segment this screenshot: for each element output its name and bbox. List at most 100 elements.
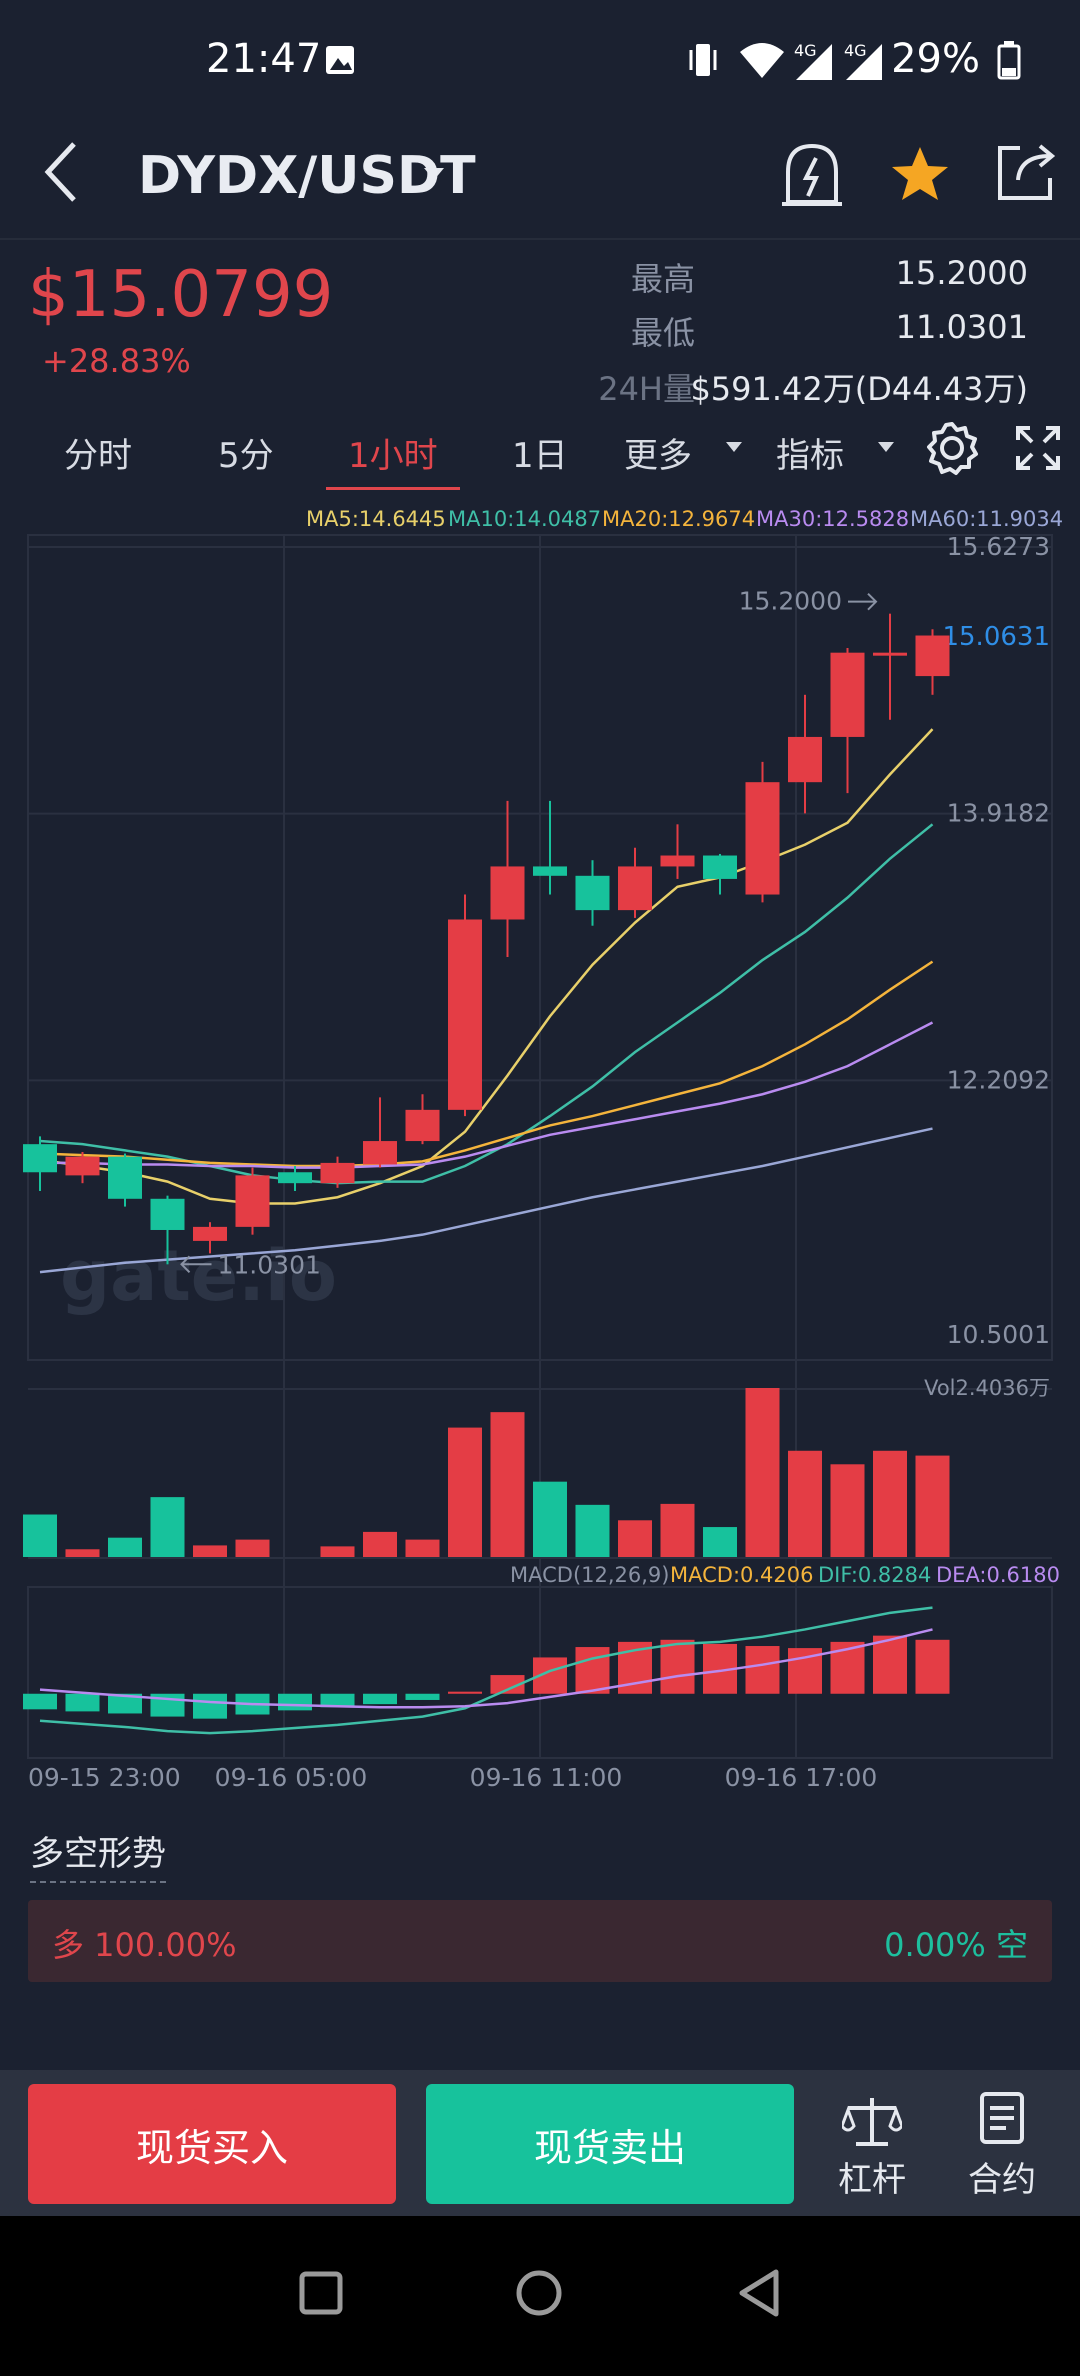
- high-value: 15.2000: [895, 254, 1028, 292]
- fullscreen-icon[interactable]: [1014, 424, 1062, 472]
- candlestick-chart[interactable]: gate.io MA5:14.6445 MA10:14.0487 MA20:12.9…: [0, 500, 1080, 1800]
- svg-text:4G: 4G: [794, 41, 817, 60]
- candle-body: [788, 736, 822, 783]
- ma-legend-item: MA20:12.9674: [602, 507, 755, 531]
- system-nav-bar: [0, 2216, 1080, 2376]
- volume-bar: [575, 1504, 610, 1557]
- pair-title[interactable]: DYDX/USDT: [138, 146, 476, 206]
- share-icon[interactable]: [994, 140, 1058, 204]
- svg-text:4G: 4G: [844, 41, 867, 60]
- long-ratio-fill: [28, 1900, 1052, 1982]
- ma-line-ma10: [39, 823, 934, 1185]
- candle-body: [278, 1172, 312, 1184]
- back-arrow-icon[interactable]: [40, 140, 84, 204]
- wifi-icon: [740, 43, 784, 78]
- x-tick-label: 09-16 11:00: [470, 1763, 623, 1792]
- ma-line-ma30: [40, 1021, 934, 1169]
- tab-indicators[interactable]: 指标: [776, 436, 844, 476]
- macd-histogram-bar: [363, 1693, 397, 1705]
- y-tick-label: 15.6273: [947, 532, 1050, 561]
- header-divider: [0, 238, 1080, 240]
- spot-sell-button[interactable]: 现货卖出: [426, 2084, 794, 2204]
- volume-label: 24H量: [598, 370, 695, 408]
- home-icon[interactable]: [514, 2268, 564, 2318]
- long-ratio: 多 100.00%: [52, 1926, 237, 1964]
- macd-dif-line: [39, 1606, 933, 1735]
- candle-body: [660, 855, 695, 867]
- tab-more[interactable]: 更多: [624, 436, 692, 476]
- macd-legend-item: MACD(12,26,9): [510, 1563, 670, 1587]
- volume-bar: [65, 1549, 100, 1557]
- volume-bar: [363, 1531, 397, 1557]
- volume-bar: [830, 1464, 865, 1557]
- volume-bar: [490, 1412, 525, 1557]
- leverage-scale-icon[interactable]: [842, 2094, 902, 2150]
- tab-1hour[interactable]: 1小时: [348, 436, 438, 476]
- macd-panel-frame: [27, 1586, 1053, 1759]
- contract-label[interactable]: 合约: [968, 2160, 1036, 2200]
- high-marker-label: 15.2000: [739, 587, 842, 616]
- candle-body: [363, 1141, 397, 1165]
- candle-body: [575, 875, 610, 911]
- contract-document-icon[interactable]: [978, 2090, 1026, 2146]
- macd-histogram-bar: [915, 1639, 950, 1694]
- y-tick-label: 12.2092: [947, 1065, 1050, 1094]
- macd-histogram-bar: [490, 1675, 525, 1694]
- candle-body: [65, 1156, 100, 1176]
- volume-bar: [320, 1546, 355, 1557]
- volume-bar: [618, 1520, 652, 1557]
- tab-5min[interactable]: 5分: [218, 436, 274, 476]
- volume-top-line: [28, 1388, 1052, 1390]
- price-alert-icon[interactable]: [778, 136, 846, 216]
- candles: [23, 613, 950, 1265]
- more-dropdown-icon[interactable]: [724, 440, 744, 454]
- leverage-label[interactable]: 杠杆: [838, 2160, 906, 2200]
- volume-bar: [235, 1539, 270, 1557]
- nav-back-icon[interactable]: [736, 2268, 782, 2318]
- macd-histogram-bar: [405, 1693, 440, 1700]
- y-tick-label: 10.5001: [947, 1320, 1050, 1349]
- macd-histogram-bar: [278, 1693, 312, 1711]
- favorite-star-icon[interactable]: [890, 144, 950, 204]
- volume-bar: [703, 1527, 737, 1557]
- spot-buy-button[interactable]: 现货买入: [28, 2084, 396, 2204]
- volume-bar: [405, 1539, 440, 1557]
- macd-panel: MACD(12,26,9) MACD:0.4206 DIF:0.8284 DEA:0.…: [23, 1563, 1060, 1735]
- candle-body: [320, 1162, 355, 1184]
- candle-body: [23, 1144, 57, 1173]
- tab-timeline[interactable]: 分时: [64, 436, 132, 476]
- macd-legend-item: MACD:0.4206: [670, 1563, 814, 1587]
- volume-bar: [788, 1450, 822, 1557]
- settings-gear-icon[interactable]: [924, 420, 980, 476]
- high-marker-arrow: [848, 592, 878, 611]
- candle-body: [533, 866, 567, 876]
- candle-body: [193, 1226, 227, 1241]
- recent-apps-icon[interactable]: [298, 2270, 344, 2316]
- candle-body: [915, 635, 950, 677]
- volume-bottom-line: [28, 1557, 1052, 1559]
- indicators-dropdown-icon[interactable]: [876, 440, 896, 454]
- ma-legend-item: MA10:14.0487: [448, 507, 601, 531]
- macd-histogram-bar: [575, 1647, 610, 1694]
- ma-legend-item: MA30:12.5828: [756, 507, 909, 531]
- price-markers: 15.2000 11.0301: [180, 587, 878, 1279]
- active-tab-indicator: [326, 487, 460, 490]
- macd-histogram-bar: [448, 1691, 482, 1694]
- watermark-text: gate.io: [60, 1235, 337, 1317]
- header: [0, 120, 1080, 240]
- macd-histogram-bar: [65, 1693, 100, 1712]
- tab-1day[interactable]: 1日: [512, 436, 568, 476]
- volume-bar: [660, 1503, 695, 1557]
- pair-dropdown-icon[interactable]: [422, 166, 446, 182]
- candle-body: [745, 782, 780, 895]
- last-price: $15.0799: [28, 258, 334, 332]
- volume-bar: [23, 1514, 57, 1557]
- ma-legend: MA5:14.6445 MA10:14.0487 MA20:12.9674 MA30:…: [306, 507, 1063, 531]
- macd-histogram-bar: [108, 1693, 142, 1714]
- low-marker-label: 11.0301: [218, 1250, 321, 1279]
- volume-bar: [193, 1545, 227, 1557]
- volume-bars: Vol2.4036万: [23, 1376, 1050, 1557]
- macd-histogram-bar: [193, 1693, 227, 1719]
- low-marker-arrow: [180, 1255, 212, 1274]
- volume-bar: [150, 1497, 185, 1557]
